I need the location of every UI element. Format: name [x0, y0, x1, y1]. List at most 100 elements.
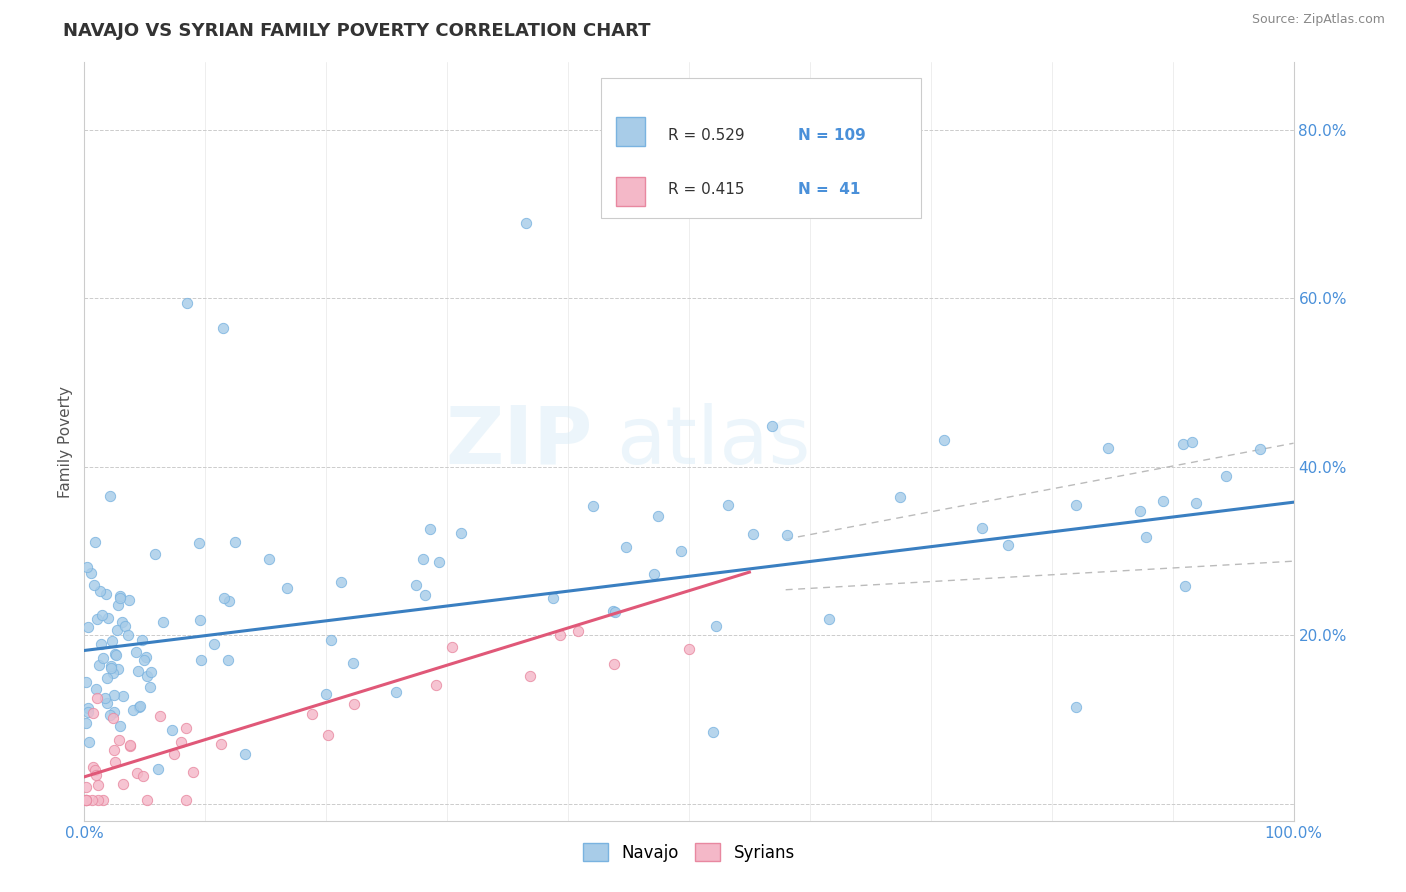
Point [548, 628, 571, 642]
Point [181, 765, 204, 780]
Point [75, 792, 97, 806]
Point [384, 685, 406, 699]
Point [932, 434, 955, 448]
Point [218, 594, 240, 608]
Point [704, 619, 727, 633]
Point [519, 668, 541, 682]
Point [582, 500, 605, 514]
Point [125, 766, 148, 780]
Point [101, 711, 124, 725]
Point [643, 566, 665, 581]
Point [135, 669, 157, 683]
Point [761, 418, 783, 433]
Point [135, 650, 157, 665]
Point [997, 538, 1019, 552]
Point [257, 552, 280, 566]
Point [972, 521, 994, 535]
Point [96, 587, 118, 601]
Point [86, 612, 108, 626]
Point [141, 665, 163, 680]
Text: N = 109: N = 109 [797, 128, 866, 144]
Point [176, 295, 198, 310]
Point [1185, 496, 1208, 510]
Point [1181, 434, 1204, 449]
Point [90, 637, 112, 651]
Point [702, 725, 724, 739]
Point [75, 792, 97, 806]
Point [96, 696, 118, 710]
Bar [616, 117, 645, 145]
Point [202, 637, 225, 651]
Point [678, 642, 700, 657]
Point [1129, 504, 1152, 518]
Point [107, 662, 129, 676]
Point [342, 656, 364, 670]
Point [425, 678, 447, 692]
Point [91, 651, 114, 665]
Point [112, 777, 135, 791]
Point [118, 739, 141, 753]
Point [75, 715, 97, 730]
Point [91, 792, 114, 806]
Point [1174, 579, 1197, 593]
Point [152, 615, 174, 629]
Bar [616, 178, 645, 207]
Point [742, 526, 765, 541]
Point [567, 624, 589, 639]
Text: N =  41: N = 41 [797, 182, 860, 197]
Point [96, 611, 118, 625]
FancyBboxPatch shape [600, 78, 921, 218]
Point [176, 792, 198, 806]
Point [117, 627, 139, 641]
Point [671, 543, 693, 558]
Point [75, 675, 97, 690]
Point [162, 723, 184, 738]
Point [82, 706, 104, 720]
Text: atlas: atlas [616, 402, 811, 481]
Text: ZIP: ZIP [444, 402, 592, 481]
Point [114, 619, 136, 633]
Point [212, 320, 235, 334]
Point [136, 792, 159, 806]
Point [104, 647, 127, 661]
Point [212, 591, 235, 605]
Point [118, 739, 141, 753]
Point [91, 607, 114, 622]
Point [83, 577, 105, 591]
Point [108, 589, 131, 603]
Point [80, 792, 103, 806]
Point [89, 657, 111, 672]
Point [128, 699, 150, 714]
Point [89, 584, 111, 599]
Point [412, 552, 434, 566]
Point [143, 547, 166, 561]
Point [450, 526, 472, 541]
Point [1097, 441, 1119, 455]
Point [77, 701, 100, 715]
Point [419, 522, 441, 536]
Point [77, 705, 100, 719]
Point [602, 657, 624, 672]
Point [330, 574, 353, 589]
Point [84, 534, 107, 549]
Point [77, 735, 100, 749]
Point [301, 707, 323, 722]
Point [108, 719, 131, 733]
Point [80, 566, 103, 580]
Text: NAVAJO VS SYRIAN FAMILY POVERTY CORRELATION CHART: NAVAJO VS SYRIAN FAMILY POVERTY CORRELAT… [63, 22, 651, 40]
Point [1152, 494, 1174, 508]
Point [122, 703, 145, 717]
Point [87, 779, 110, 793]
Point [1064, 498, 1087, 512]
Point [86, 690, 108, 705]
Point [818, 611, 841, 625]
Point [125, 645, 148, 659]
Point [1171, 437, 1194, 451]
Point [170, 735, 193, 749]
Point [103, 743, 125, 757]
Point [343, 698, 366, 712]
Point [101, 633, 124, 648]
Point [96, 672, 118, 686]
Point [134, 653, 156, 667]
Point [149, 708, 172, 723]
